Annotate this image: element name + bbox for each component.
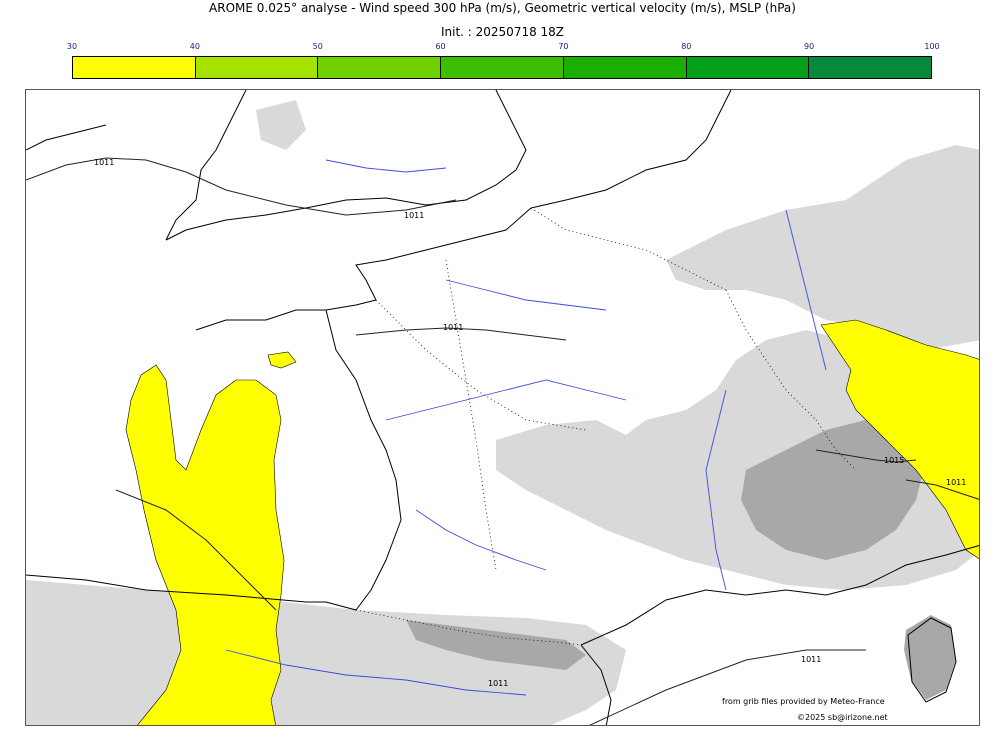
colorbar-ticks: 30 40 50 60 70 80 90 100 xyxy=(67,42,940,54)
isobar-label: 1011 xyxy=(443,323,463,332)
colorbar-segment xyxy=(73,57,196,78)
isobar-label: 1011 xyxy=(488,679,508,688)
coastlines xyxy=(26,90,979,725)
coast-corsica xyxy=(907,617,957,703)
colorbar-tick: 60 xyxy=(435,42,446,51)
river-loire xyxy=(385,379,627,421)
coast-france-north xyxy=(530,90,732,209)
colorbar-segment xyxy=(563,57,687,78)
jet-east xyxy=(820,319,979,560)
isobar-1011-west xyxy=(115,489,277,611)
isobar-label: 1011 xyxy=(946,478,966,487)
colorbar-tick: 80 xyxy=(681,42,692,51)
river-thames xyxy=(325,159,447,173)
borders xyxy=(355,207,857,646)
colorbar-tick: 90 xyxy=(804,42,815,51)
coast-brittany xyxy=(195,207,532,331)
colorbar-segment xyxy=(686,57,810,78)
coast-north-spain xyxy=(26,574,326,603)
copyright-notice: ©2025 sb@irizone.net xyxy=(797,713,888,722)
coast-spain-east xyxy=(580,644,612,725)
isobar-1011-south xyxy=(589,649,866,725)
isobar-label: 1011 xyxy=(94,158,114,167)
shade-north-east xyxy=(666,145,979,350)
isobar-1011-north xyxy=(26,157,457,216)
shade-pyrenees-dark xyxy=(406,620,586,670)
wind-speed-colorbar xyxy=(72,56,932,79)
colorbar-tick: 100 xyxy=(924,42,940,51)
colorbar-tick: 40 xyxy=(189,42,200,51)
init-time: Init. : 20250718 18Z xyxy=(440,25,565,39)
coast-bay-of-biscay xyxy=(325,309,402,611)
colorbar-tick: 70 xyxy=(558,42,569,51)
jet-small xyxy=(267,351,297,369)
isobars xyxy=(26,157,979,725)
page-title: AROME 0.025° analyse - Wind speed 300 hP… xyxy=(209,1,796,15)
river-rhone xyxy=(705,389,727,591)
weather-map: 1011 1011 1011 1015 1011 1011 1011 xyxy=(25,89,980,726)
border-france-switzerland xyxy=(815,419,857,471)
colorbar-tick: 30 xyxy=(66,42,78,51)
colorbar-segment xyxy=(318,57,442,78)
isobar-1011-east xyxy=(905,479,979,500)
coast-wales xyxy=(26,124,107,151)
wind-speed-fill xyxy=(125,319,979,725)
coast-mediterranean xyxy=(580,545,979,646)
rivers xyxy=(225,159,827,696)
shade-alps-dark xyxy=(741,420,926,560)
shade-corsica xyxy=(904,615,956,700)
colorbar-segment xyxy=(195,57,319,78)
isobar-label: 1015 xyxy=(884,456,904,465)
river-rhine xyxy=(785,209,827,371)
river-ebro xyxy=(225,649,527,696)
coast-england-west xyxy=(165,90,247,241)
region-grid-2 xyxy=(445,259,497,571)
colorbar-segment xyxy=(809,57,932,78)
river-seine xyxy=(445,279,607,311)
shade-uk-patch xyxy=(256,100,306,150)
colorbar-tick: 50 xyxy=(312,42,323,51)
colorbar-segment xyxy=(441,57,564,78)
region-grid-1 xyxy=(375,299,587,431)
jet-west xyxy=(125,364,285,725)
isobar-1011-central xyxy=(355,327,567,341)
isobar-1015-alps xyxy=(815,449,917,463)
border-france-germany xyxy=(725,289,817,421)
isobar-label: 1011 xyxy=(404,211,424,220)
river-garonne xyxy=(415,509,547,571)
coast-england-south xyxy=(165,90,527,241)
map-canvas: 1011 1011 1011 1015 1011 1011 1011 xyxy=(26,90,979,725)
isobar-labels: 1011 1011 1011 1015 1011 1011 1011 xyxy=(94,158,966,688)
data-source-credit: from grib files provided by Meteo-France xyxy=(722,697,885,706)
isobar-label: 1011 xyxy=(801,655,821,664)
